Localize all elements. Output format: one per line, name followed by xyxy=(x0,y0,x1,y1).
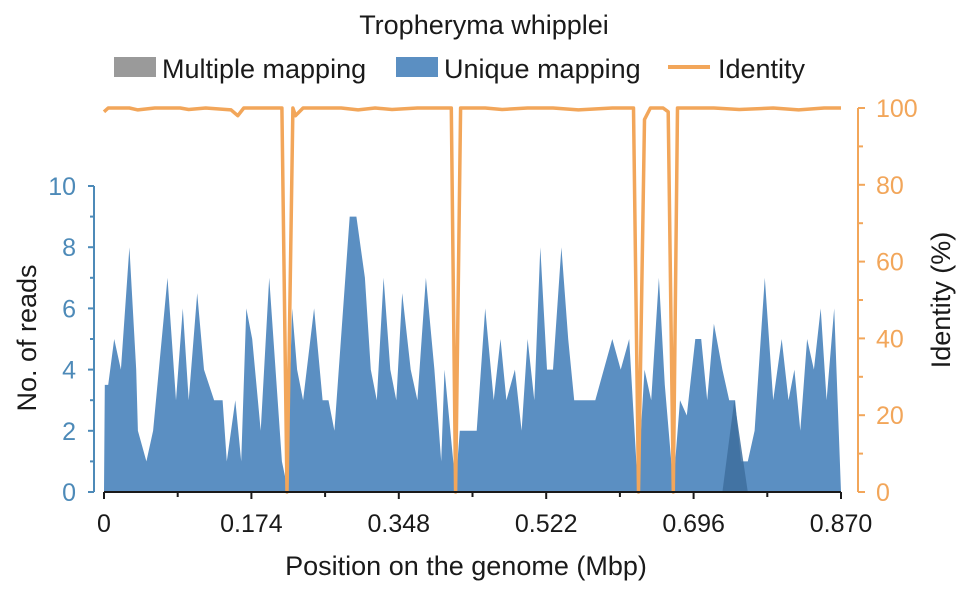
y-axis-right-label: Identity (%) xyxy=(926,232,956,369)
x-tick-label: 0.870 xyxy=(810,510,873,538)
x-tick-label: 0.696 xyxy=(662,510,725,538)
y-axis-left-label: No. of reads xyxy=(12,264,42,411)
y-right-tick-label: 60 xyxy=(876,249,904,277)
y-left-tick-label: 4 xyxy=(62,357,76,385)
y-right-tick-label: 100 xyxy=(876,95,918,123)
chart-title: Tropheryma whipplei xyxy=(359,10,609,40)
y-left-tick-label: 0 xyxy=(62,479,76,507)
x-tick-label: 0 xyxy=(97,510,111,538)
y-right-tick-label: 40 xyxy=(876,325,904,353)
legend-swatch-multiple-mapping xyxy=(114,57,156,77)
y-right-tick-label: 80 xyxy=(876,172,904,200)
legend-swatch-unique-mapping xyxy=(396,57,438,77)
x-tick-label: 0.174 xyxy=(220,510,283,538)
series-identity-line xyxy=(102,106,841,494)
series-unique-mapping-area xyxy=(104,216,841,492)
y-left-tick-label: 6 xyxy=(62,295,76,323)
y-left-tick-label: 8 xyxy=(62,234,76,262)
y-left-tick-label: 2 xyxy=(62,418,76,446)
axes: 0 0.174 0.348 0.522 0.696 0.87002468100204060… xyxy=(48,95,918,538)
legend-label-identity: Identity xyxy=(718,54,806,84)
y-left-tick-label: 10 xyxy=(48,173,76,201)
legend-label-unique-mapping: Unique mapping xyxy=(444,54,641,84)
legend: Multiple mapping Unique mapping Identity xyxy=(114,54,806,84)
y-right-tick-label: 0 xyxy=(876,479,890,507)
legend-label-multiple-mapping: Multiple mapping xyxy=(162,54,366,84)
x-tick-label: 0.348 xyxy=(368,510,431,538)
x-tick-label: 0.522 xyxy=(515,510,578,538)
x-axis-label: Position on the genome (Mbp) xyxy=(285,551,647,581)
y-right-tick-label: 20 xyxy=(876,402,904,430)
plot-area xyxy=(102,106,841,494)
